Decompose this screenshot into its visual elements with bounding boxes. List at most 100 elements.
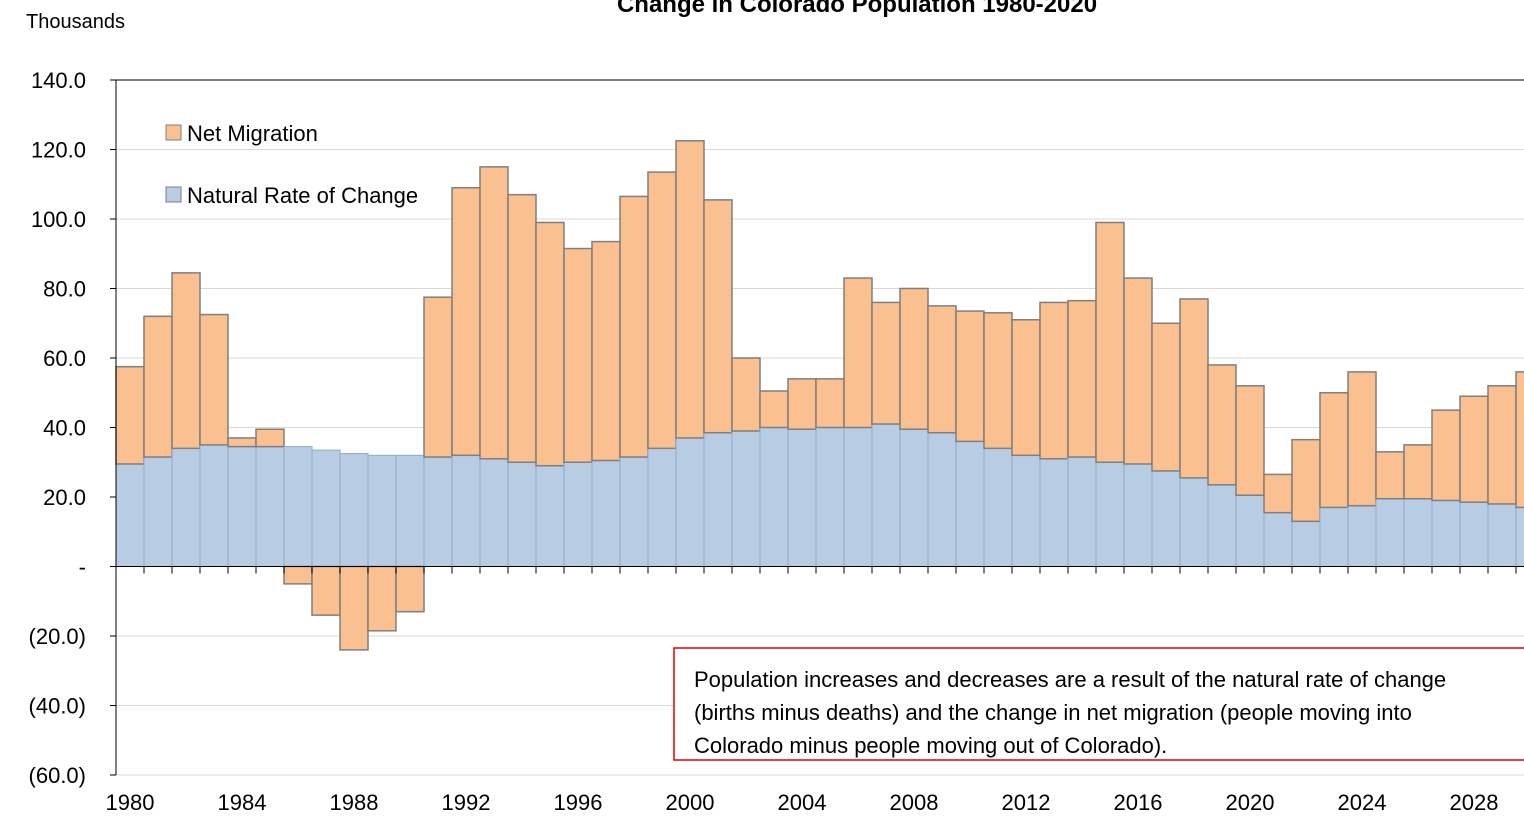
y-tick-label: (60.0) xyxy=(29,763,86,788)
bar-migration xyxy=(283,565,313,585)
bar-migration xyxy=(1459,395,1489,503)
bar-migration xyxy=(311,565,341,616)
bar-migration xyxy=(1207,364,1237,486)
bar-natural xyxy=(983,447,1013,568)
bar-natural xyxy=(843,427,873,567)
bar-natural xyxy=(1039,458,1069,567)
bar-natural xyxy=(1487,503,1517,568)
y-tick-label: (40.0) xyxy=(29,694,86,719)
bar-migration xyxy=(1291,438,1321,523)
bar-natural xyxy=(731,430,761,567)
bar-natural xyxy=(1151,470,1181,567)
chart-title: Change in Colorado Population 1980-2020 xyxy=(617,0,1097,18)
bar-migration xyxy=(1095,221,1125,463)
y-tick-label: 40.0 xyxy=(43,416,86,441)
legend-label: Natural Rate of Change xyxy=(187,183,418,208)
bar-natural xyxy=(339,453,369,567)
bar-natural xyxy=(1067,456,1097,568)
bar-natural xyxy=(1123,463,1153,567)
x-tick-label: 2012 xyxy=(1002,790,1051,815)
bar-migration xyxy=(1067,299,1097,458)
bar-migration xyxy=(367,565,397,632)
bar-natural xyxy=(115,463,145,567)
bar-natural xyxy=(535,465,565,568)
bar-natural xyxy=(1095,461,1125,567)
bar-migration xyxy=(171,272,201,450)
bar-natural xyxy=(647,447,677,568)
bar-natural xyxy=(815,427,845,567)
bar-migration xyxy=(395,565,425,613)
bar-natural xyxy=(451,454,481,567)
x-tick-label: 1996 xyxy=(554,790,603,815)
bar-migration xyxy=(843,277,873,429)
annotation-box xyxy=(673,647,1524,761)
y-tick-label: 20.0 xyxy=(43,485,86,510)
bar-natural xyxy=(395,454,425,567)
bar-migration xyxy=(479,166,509,460)
bar-migration xyxy=(731,357,761,432)
bar-migration xyxy=(871,301,901,425)
bar-natural xyxy=(1319,506,1349,567)
bar-natural xyxy=(1431,499,1461,568)
bar-migration xyxy=(227,437,257,448)
bar-migration xyxy=(815,378,845,429)
bar-migration xyxy=(507,193,537,464)
legend-label: Net Migration xyxy=(187,121,318,146)
x-tick-label: 2004 xyxy=(778,790,827,815)
bar-migration xyxy=(899,287,929,430)
bar-natural xyxy=(787,428,817,567)
bar-migration xyxy=(703,199,733,434)
y-tick-label: - xyxy=(79,555,86,580)
bar-migration xyxy=(927,305,957,434)
bar-migration xyxy=(563,247,593,463)
bar-migration xyxy=(787,378,817,430)
bar-migration xyxy=(451,186,481,457)
bar-migration xyxy=(1515,371,1524,509)
bar-natural xyxy=(1291,520,1321,568)
bar-migration xyxy=(199,313,229,446)
y-tick-label: 120.0 xyxy=(31,138,86,163)
bar-migration xyxy=(759,390,789,429)
bar-migration xyxy=(143,315,173,458)
y-tick-label: 60.0 xyxy=(43,346,86,371)
bar-natural xyxy=(871,423,901,567)
bar-migration xyxy=(591,240,621,462)
bar-natural xyxy=(367,454,397,567)
x-tick-label: 2016 xyxy=(1114,790,1163,815)
x-tick-label: 2020 xyxy=(1226,790,1275,815)
bar-migration xyxy=(647,171,677,450)
x-tick-label: 2028 xyxy=(1450,790,1499,815)
bar-natural xyxy=(1207,484,1237,567)
bar-migration xyxy=(535,221,565,467)
bar-natural xyxy=(199,444,229,567)
bar-migration xyxy=(1235,385,1265,497)
x-tick-label: 2024 xyxy=(1338,790,1387,815)
x-tick-label: 1992 xyxy=(442,790,491,815)
bar-migration xyxy=(1179,298,1209,479)
bar-natural xyxy=(1403,498,1433,567)
bar-migration xyxy=(1431,409,1461,502)
x-tick-label: 2008 xyxy=(890,790,939,815)
bar-natural xyxy=(955,440,985,567)
bar-natural xyxy=(255,446,285,567)
bar-migration xyxy=(955,310,985,443)
bar-natural xyxy=(619,456,649,568)
bar-natural xyxy=(1459,501,1489,567)
bar-natural xyxy=(1011,454,1041,567)
annotation-text: Colorado minus people moving out of Colo… xyxy=(694,733,1167,758)
bar-migration xyxy=(1347,371,1377,507)
bar-migration xyxy=(255,428,285,448)
bar-migration xyxy=(1487,385,1517,505)
annotation-text: Population increases and decreases are a… xyxy=(694,667,1446,692)
x-tick-label: 1984 xyxy=(218,790,267,815)
bar-natural xyxy=(423,456,453,568)
bar-natural xyxy=(1235,494,1265,568)
bar-migration xyxy=(983,312,1013,450)
legend-swatch xyxy=(165,124,182,141)
legend-swatch xyxy=(165,186,182,203)
bar-natural xyxy=(283,446,313,567)
bar-migration xyxy=(1375,451,1405,500)
bar-migration xyxy=(423,296,453,458)
bar-natural xyxy=(563,461,593,567)
